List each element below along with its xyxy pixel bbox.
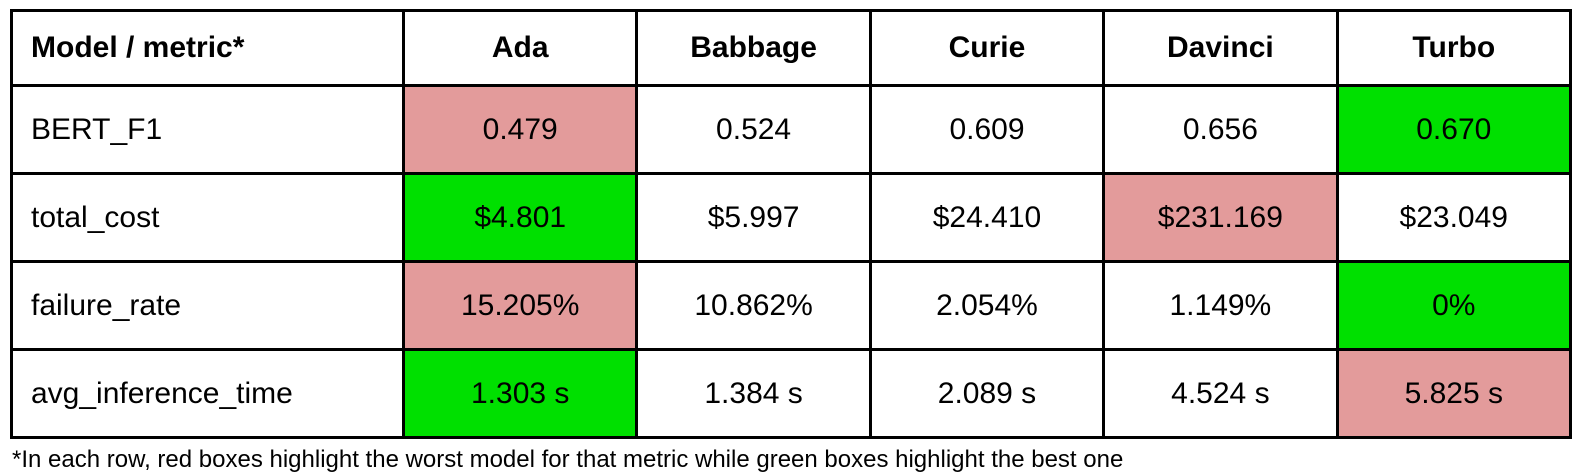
value-cell: $231.169 [1102,172,1339,263]
value-cell: 15.205% [401,260,639,351]
column-header-babbage: Babbage [635,9,872,87]
value-cell: $4.801 [401,172,639,263]
value-cell: 0.670 [1335,84,1573,175]
value-cell: 0.479 [401,84,639,175]
header-row: Model / metric* Ada Babbage Curie Davinc… [10,9,1573,87]
value-cell: $5.997 [635,172,872,263]
table-header: Model / metric* Ada Babbage Curie Davinc… [10,9,1573,87]
column-header-davinci: Davinci [1102,9,1339,87]
metric-label: avg_inference_time [10,348,405,439]
metric-label: BERT_F1 [10,84,405,175]
table-row-avg-inference-time: avg_inference_time 1.303 s 1.384 s 2.089… [10,348,1573,439]
column-header-turbo: Turbo [1335,9,1573,87]
column-header-ada: Ada [401,9,639,87]
value-cell: $24.410 [868,172,1106,263]
value-cell: 1.149% [1102,260,1339,351]
value-cell: 0.609 [868,84,1106,175]
metric-label: total_cost [10,172,405,263]
value-cell: 0% [1335,260,1573,351]
value-cell: 0.656 [1102,84,1339,175]
value-cell: $23.049 [1335,172,1573,263]
table-row-bert-f1: BERT_F1 0.479 0.524 0.609 0.656 0.670 [10,84,1573,175]
table-body: BERT_F1 0.479 0.524 0.609 0.656 0.670 to… [10,84,1573,439]
value-cell: 0.524 [635,84,872,175]
footnote: *In each row, red boxes highlight the wo… [12,446,1124,473]
value-cell: 1.303 s [401,348,639,439]
column-header-curie: Curie [868,9,1106,87]
value-cell: 2.089 s [868,348,1106,439]
metric-label: failure_rate [10,260,405,351]
table-row-total-cost: total_cost $4.801 $5.997 $24.410 $231.16… [10,172,1573,263]
value-cell: 4.524 s [1102,348,1339,439]
column-header-metric: Model / metric* [10,9,405,87]
value-cell: 1.384 s [635,348,872,439]
value-cell: 2.054% [868,260,1106,351]
value-cell: 10.862% [635,260,872,351]
model-metrics-table: Model / metric* Ada Babbage Curie Davinc… [10,9,1573,439]
value-cell: 5.825 s [1335,348,1573,439]
table-row-failure-rate: failure_rate 15.205% 10.862% 2.054% 1.14… [10,260,1573,351]
